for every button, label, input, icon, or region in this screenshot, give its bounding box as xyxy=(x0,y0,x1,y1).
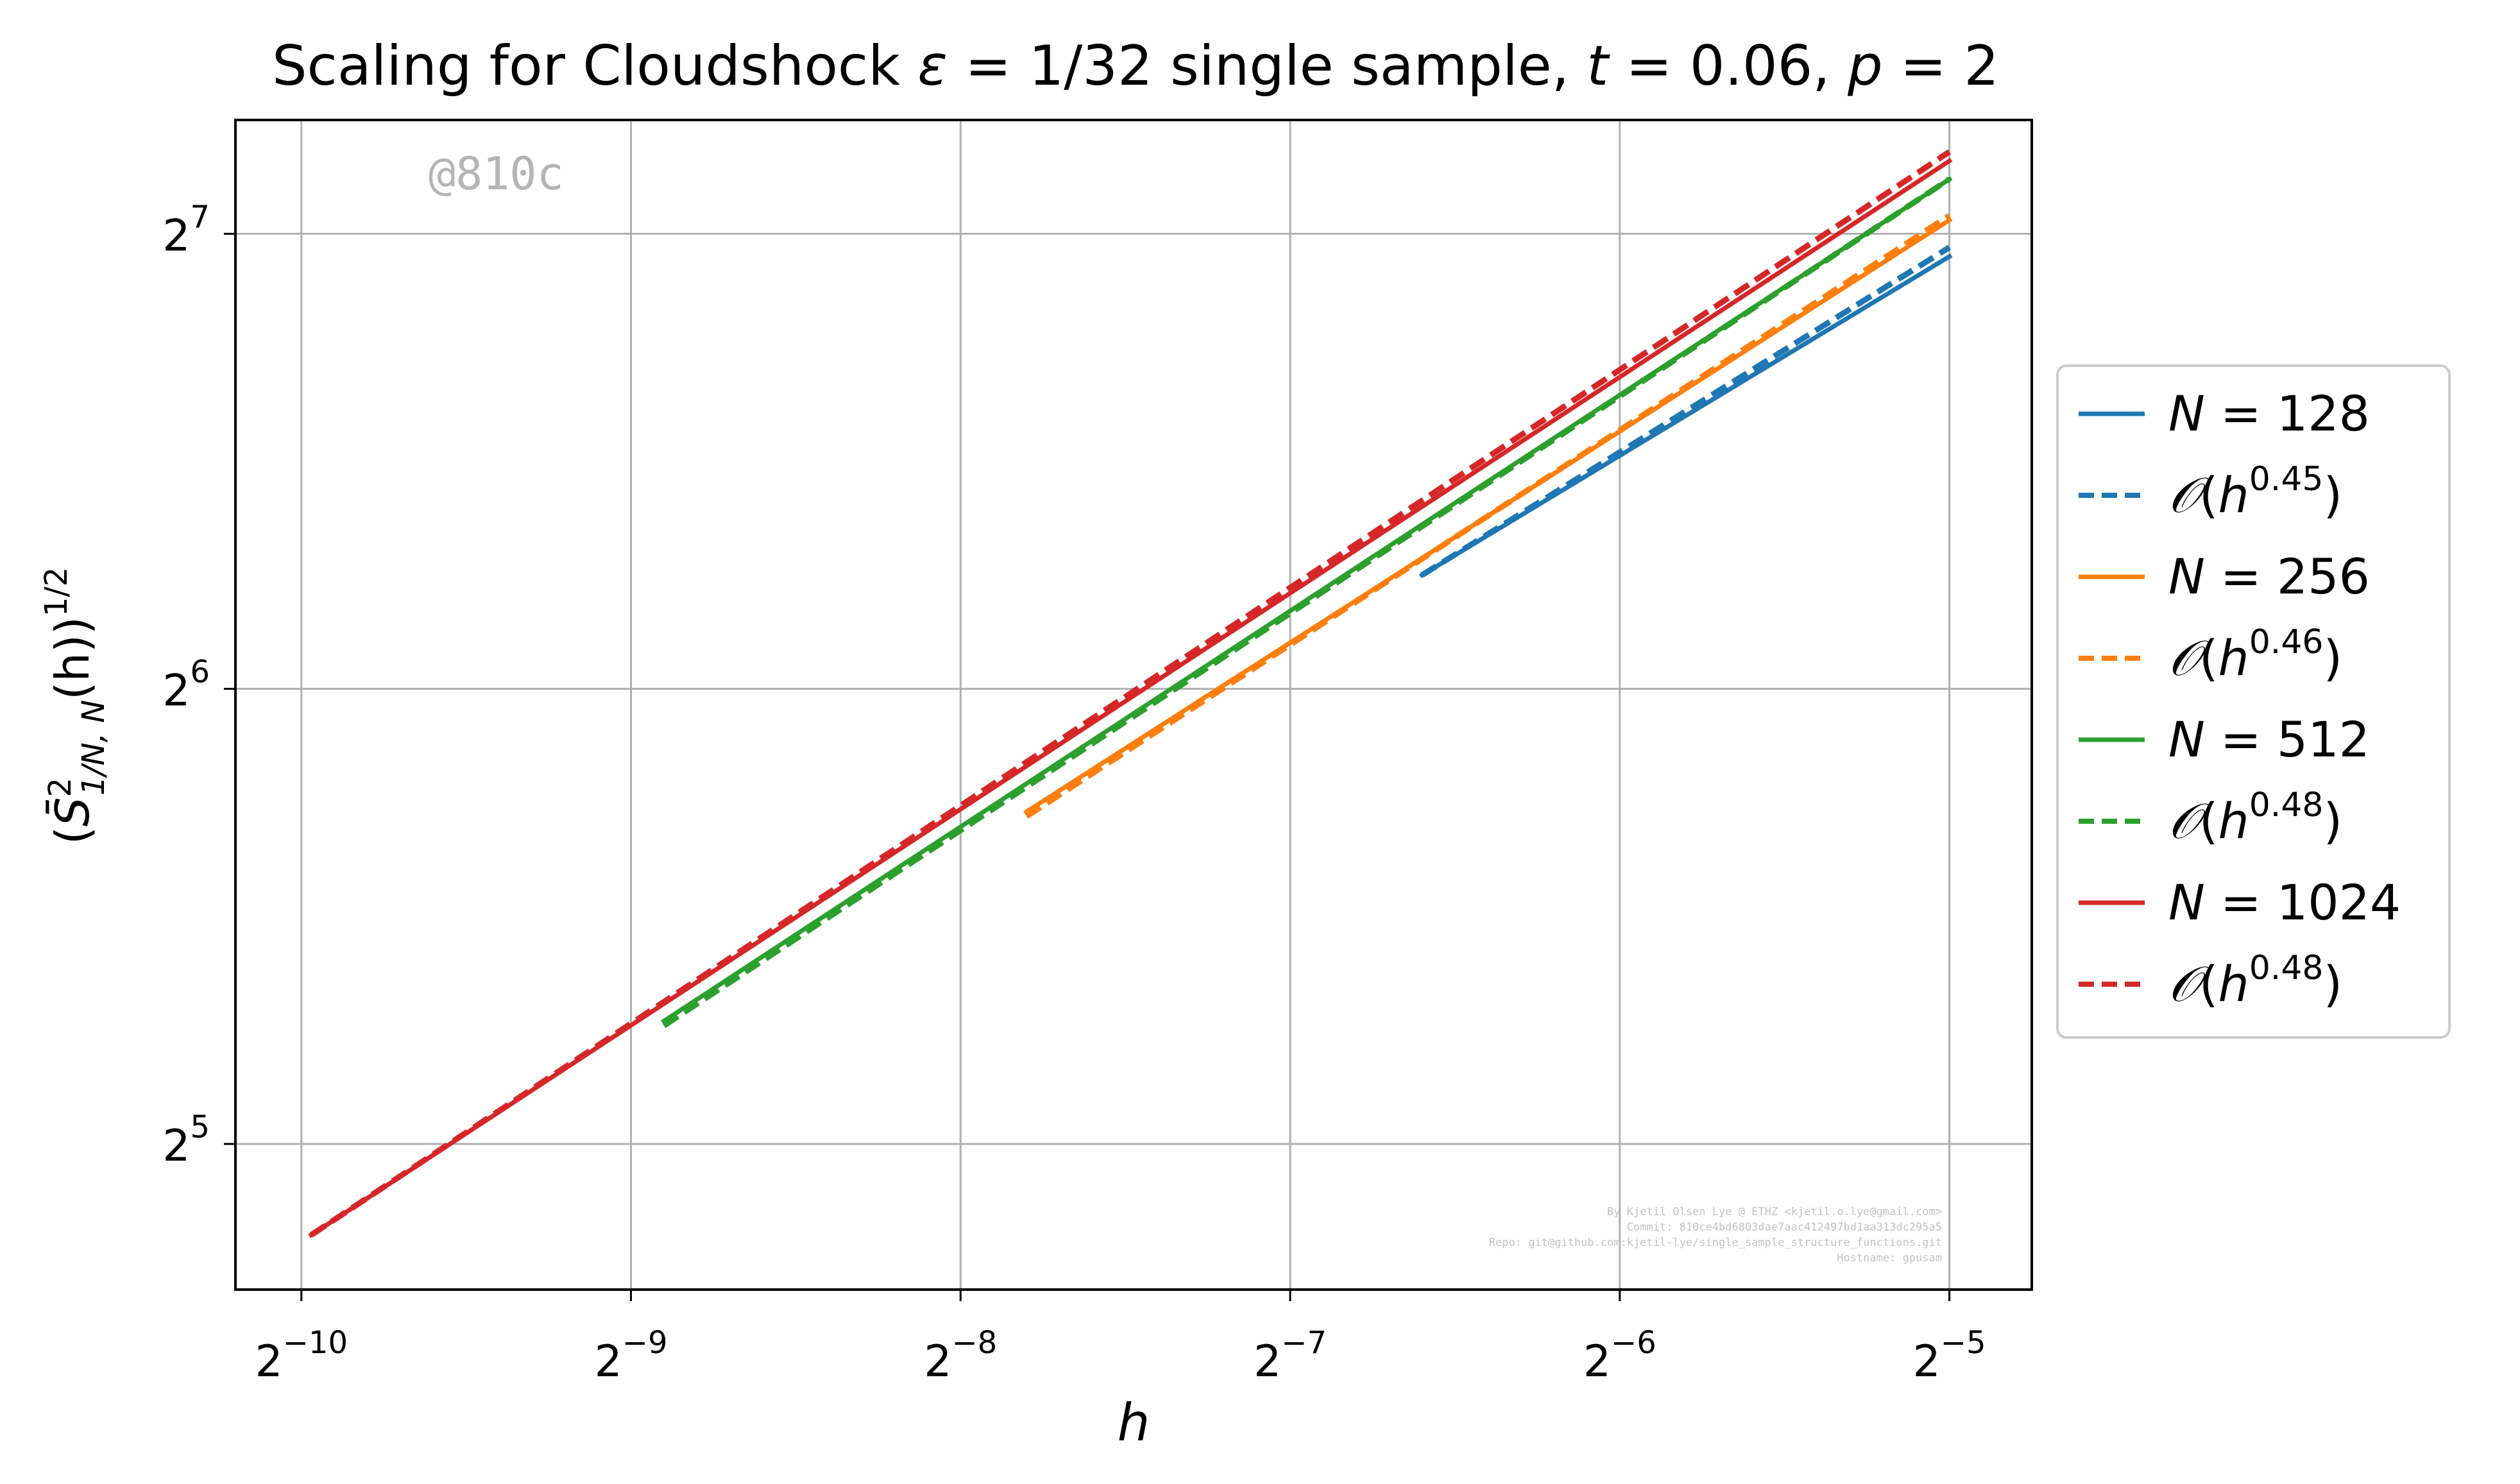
legend-label-fit-0.45: 𝒪(h0.45) xyxy=(2168,460,2342,524)
x-tick-label: 2−5 xyxy=(1913,1325,1986,1387)
plot-frame xyxy=(234,119,2033,1291)
legend-label-N1024: N = 1024 xyxy=(2168,874,2401,931)
fit-line-N1024 xyxy=(309,149,1952,1238)
credits-line: Commit: 810ce4bd6803dae7aac412497bd1aa31… xyxy=(1627,1221,1942,1234)
legend-box xyxy=(2056,364,2451,1039)
x-axis-label: h xyxy=(1118,1393,1150,1453)
fit-line-N256 xyxy=(1025,213,1952,819)
credits-line: By Kjetil Olsen Lye @ ETHZ <kjetil.o.lye… xyxy=(1607,1206,1942,1218)
x-tick-label: 2−9 xyxy=(594,1325,667,1387)
grid-lines xyxy=(235,120,2032,1290)
legend-label-fit-0.48: 𝒪(h0.48) xyxy=(2168,786,2342,849)
x-axis-ticks: 2−10 2−9 2−8 2−7 2−6 2−5 xyxy=(255,1290,1986,1387)
legend-label-fit-0.46: 𝒪(h0.46) xyxy=(2168,623,2342,687)
x-tick-label: 2−10 xyxy=(255,1325,348,1387)
x-tick-label: 2−6 xyxy=(1583,1325,1656,1387)
y-axis-ticks: 25 26 27 xyxy=(162,199,235,1172)
series-lines xyxy=(308,149,1953,1238)
y-tick-label: 27 xyxy=(162,199,210,261)
credits-line: Hostname: gpusam xyxy=(1837,1252,1942,1265)
chart-title: Scaling for Cloudshock ε = 1/32 single s… xyxy=(272,34,1999,98)
x-tick-label: 2−7 xyxy=(1254,1325,1327,1387)
y-axis-label: (S̄21/N, N(h))1/2 xyxy=(38,567,112,845)
legend-label-N256: N = 256 xyxy=(2168,548,2370,605)
legend-label-fit-0.48: 𝒪(h0.48) xyxy=(2168,949,2342,1012)
watermark: @810c xyxy=(429,148,564,200)
legend-label-N512: N = 512 xyxy=(2168,711,2370,768)
legend: N = 128 𝒪(h0.45) N = 256 𝒪(h0.46) N = 512 𝒪(h… xyxy=(2056,364,2451,1039)
credits-block: By Kjetil Olsen Lye @ ETHZ <kjetil.o.lye… xyxy=(1489,1206,1942,1265)
legend-label-N128: N = 128 xyxy=(2168,385,2370,442)
y-tick-label: 26 xyxy=(162,654,210,717)
fit-line-N128 xyxy=(1420,244,1951,578)
y-tick-label: 25 xyxy=(162,1109,210,1172)
fit-line-N512 xyxy=(662,176,1952,1028)
x-tick-label: 2−8 xyxy=(924,1325,997,1387)
credits-line: Repo: git@github.com:kjetil-lye/single_s… xyxy=(1489,1236,1942,1249)
